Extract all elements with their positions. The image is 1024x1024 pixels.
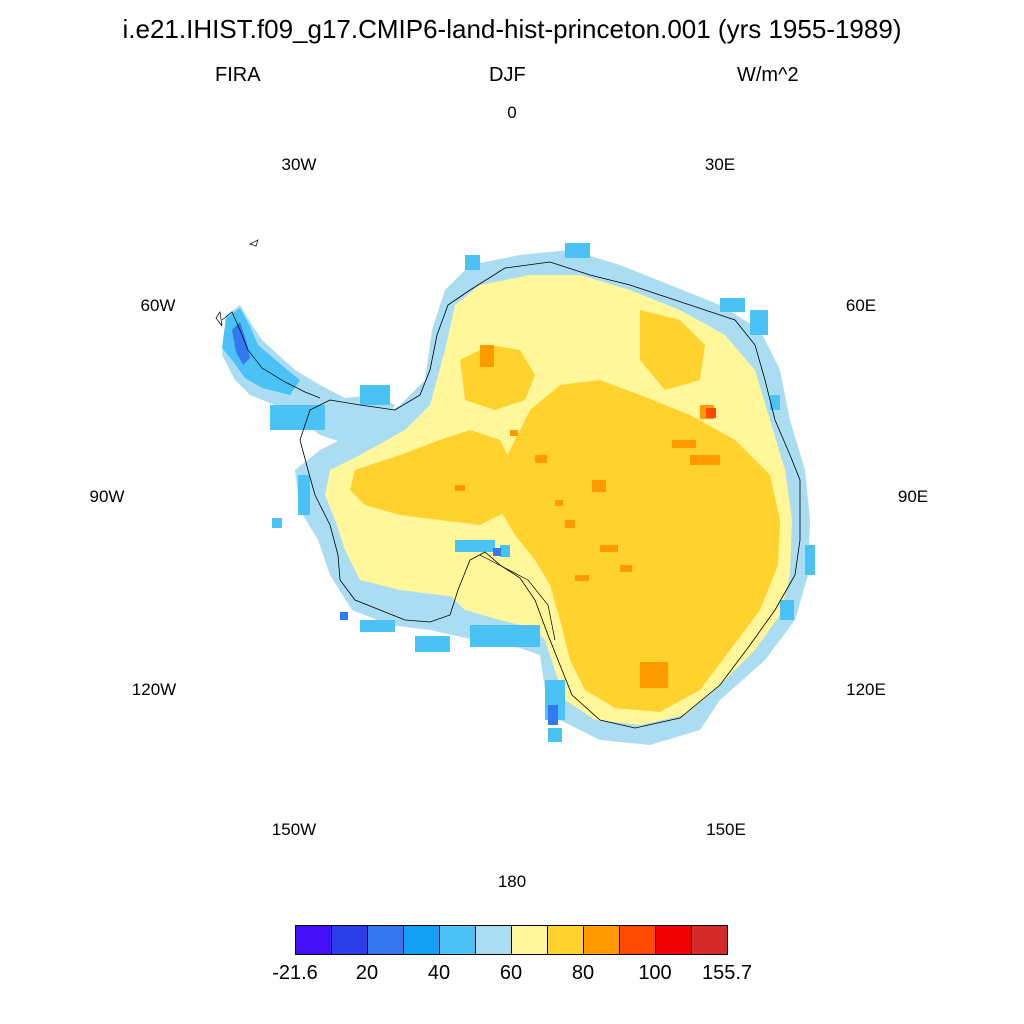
lambert-core — [640, 310, 705, 390]
colorbar-swatch — [655, 925, 692, 955]
lon-90w: 90W — [89, 487, 125, 506]
variable-label: FIRA — [215, 64, 261, 86]
colorbar-swatch — [547, 925, 584, 955]
central-core — [350, 430, 515, 525]
colorbar-swatch — [511, 925, 548, 955]
red-hotspot — [706, 408, 716, 418]
season-label: DJF — [489, 64, 526, 86]
peninsula-coast — [221, 311, 321, 399]
colorbar-swatch — [295, 925, 332, 955]
colorbar-label: 20 — [355, 962, 379, 984]
coastal-fringe — [270, 243, 815, 742]
colorbar-label: 155.7 — [701, 962, 753, 984]
lon-120w: 120W — [131, 680, 177, 699]
colorbar-swatch — [691, 925, 728, 955]
colorbar-label: -21.6 — [272, 962, 318, 984]
colorbar-swatch — [475, 925, 512, 955]
colorbar-swatch — [583, 925, 620, 955]
lon-30e: 30E — [704, 155, 736, 174]
lon-150e: 150E — [706, 820, 746, 839]
lon-60e: 60E — [845, 296, 877, 315]
colorbar-swatch — [439, 925, 476, 955]
units-label: W/m^2 — [737, 64, 799, 86]
peninsula-blue — [222, 308, 300, 395]
colorbar-swatch — [367, 925, 404, 955]
lon-30w: 30W — [281, 155, 317, 174]
colorbar-swatch — [331, 925, 368, 955]
dome-core — [460, 345, 535, 410]
island-outline-2 — [215, 311, 223, 327]
colorbar-label: 80 — [571, 962, 595, 984]
lon-90e: 90E — [897, 487, 929, 506]
ross-ice-shelf — [445, 545, 550, 630]
colorbar-label: 60 — [499, 962, 523, 984]
island-outline — [249, 239, 259, 247]
lon-60w: 60W — [140, 296, 176, 315]
ice-shelf-line — [479, 554, 556, 641]
peninsula-region — [222, 305, 395, 445]
lon-0: 0 — [507, 103, 517, 122]
lon-150w: 150W — [271, 820, 317, 839]
peninsula-dark — [232, 322, 250, 365]
lon-180: 180 — [497, 872, 527, 891]
dark-blue-fringe — [340, 548, 558, 725]
coastline — [299, 261, 801, 729]
colorbar-label: 100 — [638, 962, 672, 984]
lon-120e: 120E — [846, 680, 886, 699]
colorbar-swatch — [403, 925, 440, 955]
colorbar-label: 40 — [427, 962, 451, 984]
plot-title: i.e21.IHIST.f09_g17.CMIP6-land-hist-prin… — [122, 14, 902, 44]
colorbar-swatch — [619, 925, 656, 955]
